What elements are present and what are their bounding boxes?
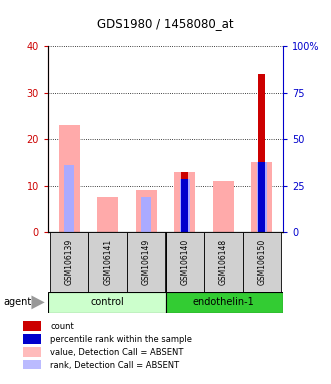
Text: value, Detection Call = ABSENT: value, Detection Call = ABSENT [50,348,183,357]
Text: GSM106148: GSM106148 [219,239,228,285]
Bar [48,292,166,313]
Bar [23,334,41,344]
Bar [64,165,74,232]
Bar [180,179,190,232]
Bar [88,232,127,292]
Bar [141,197,151,232]
Bar [23,360,41,370]
Text: rank, Detection Call = ABSENT: rank, Detection Call = ABSENT [50,361,179,369]
Text: control: control [91,297,124,308]
Bar [257,162,267,232]
Text: agent: agent [3,297,31,308]
Bar [136,190,157,232]
Text: GSM106150: GSM106150 [257,239,266,285]
Bar [127,232,166,292]
Bar [97,197,118,232]
Text: GSM106149: GSM106149 [142,239,151,285]
Bar [23,348,41,357]
Bar [23,321,41,331]
Bar [174,172,195,232]
Text: GSM106140: GSM106140 [180,239,189,285]
Bar [243,232,281,292]
Text: GSM106139: GSM106139 [65,239,74,285]
Bar [50,232,88,292]
Bar [251,162,272,232]
Text: GSM106141: GSM106141 [103,239,112,285]
Text: endothelin-1: endothelin-1 [192,297,254,308]
Bar [166,232,204,292]
Bar [181,179,188,232]
Bar [181,172,188,232]
Bar [213,181,234,232]
Bar [166,292,283,313]
Polygon shape [31,296,45,310]
Text: count: count [50,322,74,331]
Text: percentile rank within the sample: percentile rank within the sample [50,334,192,344]
Bar [259,74,265,232]
Bar [259,162,265,232]
Bar [59,125,80,232]
Text: GDS1980 / 1458080_at: GDS1980 / 1458080_at [97,17,234,30]
Bar [204,232,243,292]
